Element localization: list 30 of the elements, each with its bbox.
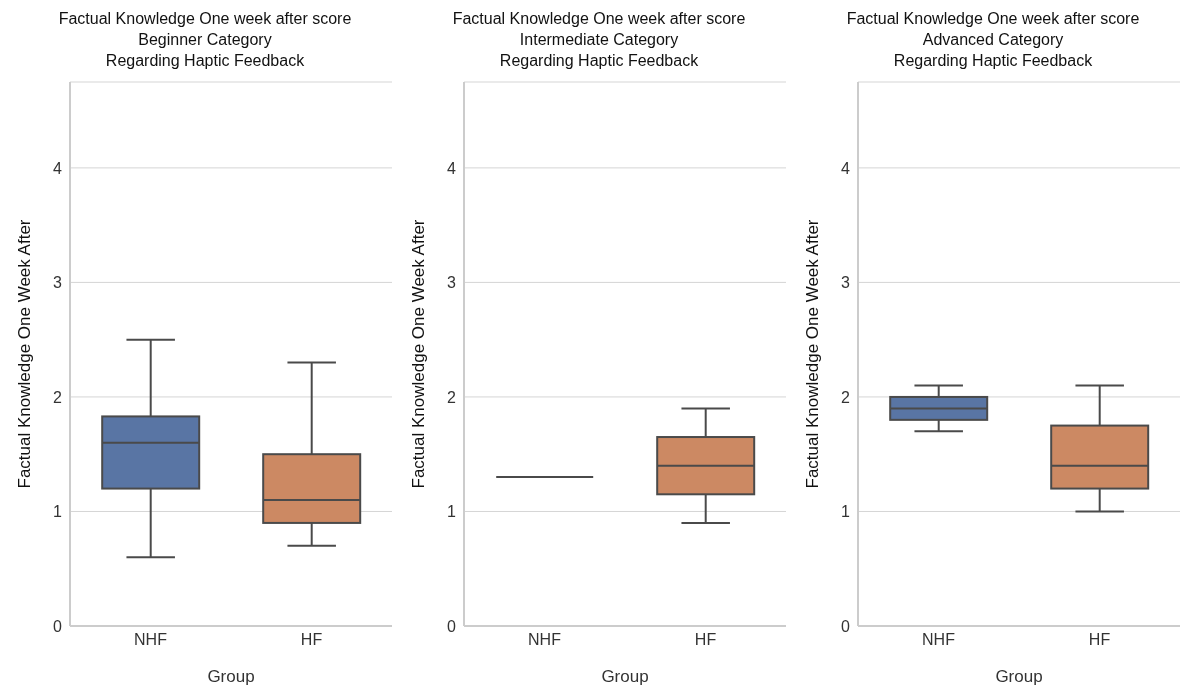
y-tick-label: 3 [841, 274, 851, 292]
y-tick-label: 0 [53, 617, 63, 635]
x-axis-title: Group [995, 667, 1043, 686]
y-tick-label: 2 [447, 388, 457, 406]
y-tick-label: 4 [841, 159, 851, 177]
y-tick-label: 4 [447, 159, 457, 177]
x-axis-title: Group [601, 667, 649, 686]
x-tick-label: HF [300, 631, 323, 649]
y-axis-title: Factual Knowledge One Week After [409, 219, 429, 489]
x-tick-label: HF [1088, 631, 1111, 649]
x-tick-label: NHF [922, 631, 956, 649]
y-tick-label: 4 [53, 159, 63, 177]
x-tick-label: NHF [528, 631, 562, 649]
y-tick-label: 3 [53, 274, 63, 292]
chart-title: Factual Knowledge One week after score Beginner Category Regarding Haptic Feedback [57, 9, 353, 71]
y-axis-title: Factual Knowledge One Week After [803, 219, 823, 489]
y-axis-title: Factual Knowledge One Week After [15, 219, 35, 489]
chart-title: Factual Knowledge One week after score Intermediate Category Regarding Haptic Feedback [451, 9, 747, 71]
chart-title: Factual Knowledge One week after score Advanced Category Regarding Haptic Feedback [845, 9, 1141, 71]
y-tick-label: 1 [841, 503, 851, 521]
y-tick-label: 0 [447, 617, 457, 635]
y-tick-label: 2 [841, 388, 851, 406]
y-tick-label: 1 [447, 503, 457, 521]
y-tick-label: 1 [53, 503, 63, 521]
x-tick-label: NHF [134, 631, 168, 649]
y-tick-label: 0 [841, 617, 851, 635]
y-tick-label: 2 [53, 388, 63, 406]
x-tick-label: HF [694, 631, 717, 649]
y-tick-label: 3 [447, 274, 457, 292]
x-axis-title: Group [207, 667, 255, 686]
